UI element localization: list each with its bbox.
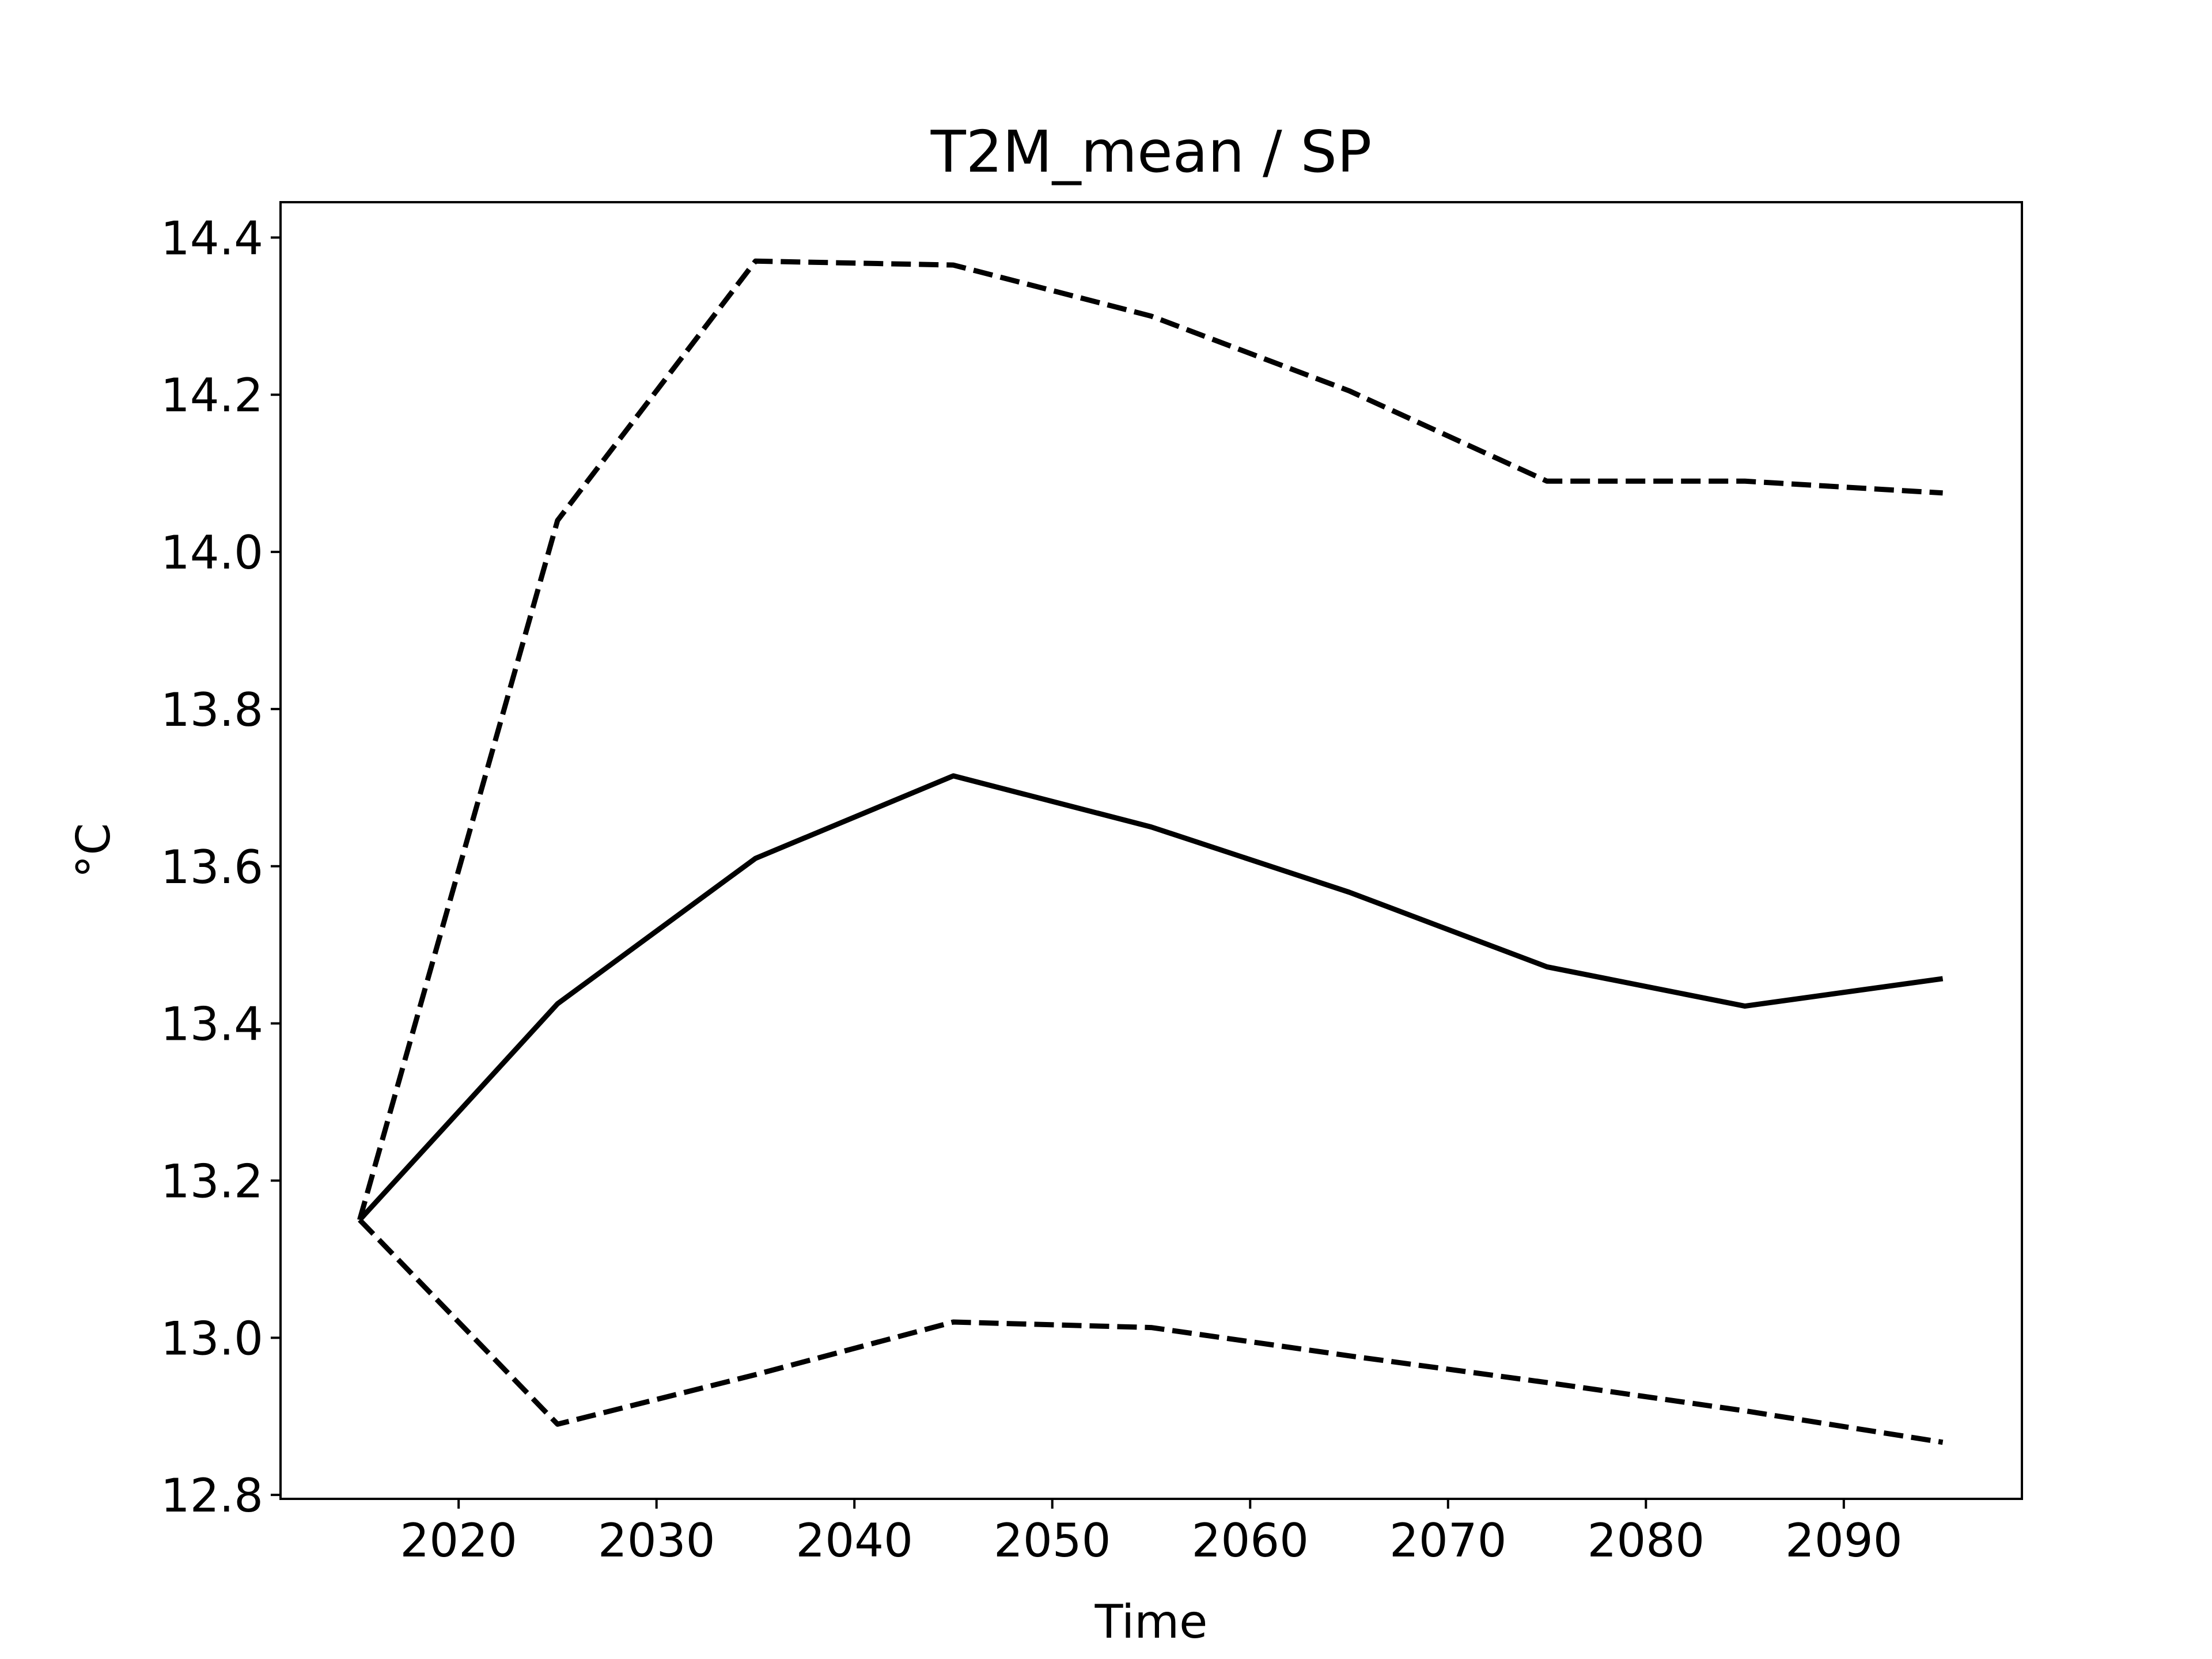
- x-tick-label: 2020: [400, 1514, 517, 1567]
- y-tick-label: 13.8: [161, 683, 263, 737]
- x-tick-label: 2060: [1191, 1514, 1309, 1567]
- x-tick-label: 2090: [1785, 1514, 1903, 1567]
- y-tick-label: 14.0: [161, 526, 263, 579]
- y-tick-label: 12.8: [161, 1469, 263, 1522]
- y-tick-label: 13.4: [161, 998, 263, 1051]
- y-tick-label: 13.2: [161, 1154, 263, 1208]
- lower-bound-dashed-line: [358, 1218, 1944, 1445]
- x-tick-label: 2050: [994, 1514, 1111, 1567]
- x-tick-label: 2080: [1588, 1514, 1705, 1567]
- x-axis-ticks: 2020 2030 2040 2050 2060 2070 2080 2090: [400, 1499, 1903, 1567]
- upper-bound-dashed-line: [357, 258, 1943, 1221]
- x-axis-label: Time: [1094, 1595, 1208, 1649]
- x-tick-label: 2070: [1389, 1514, 1507, 1567]
- y-tick-label: 14.2: [161, 369, 263, 422]
- y-tick-label: 13.6: [161, 840, 263, 894]
- x-tick-label: 2040: [796, 1514, 913, 1567]
- y-tick-label: 13.0: [161, 1312, 263, 1365]
- y-axis-label: °C: [67, 823, 120, 878]
- chart-title: T2M_mean / SP: [930, 118, 1372, 185]
- mean-line: [358, 773, 1944, 1222]
- x-tick-label: 2030: [598, 1514, 715, 1567]
- plot-area: [357, 258, 1944, 1445]
- y-tick-label: 14.4: [161, 211, 263, 265]
- y-axis-ticks: 12.8 13.0 13.2 13.4 13.6 13.8 14.0 14.2 14.4: [161, 211, 281, 1522]
- plot-frame: [279, 201, 2023, 1500]
